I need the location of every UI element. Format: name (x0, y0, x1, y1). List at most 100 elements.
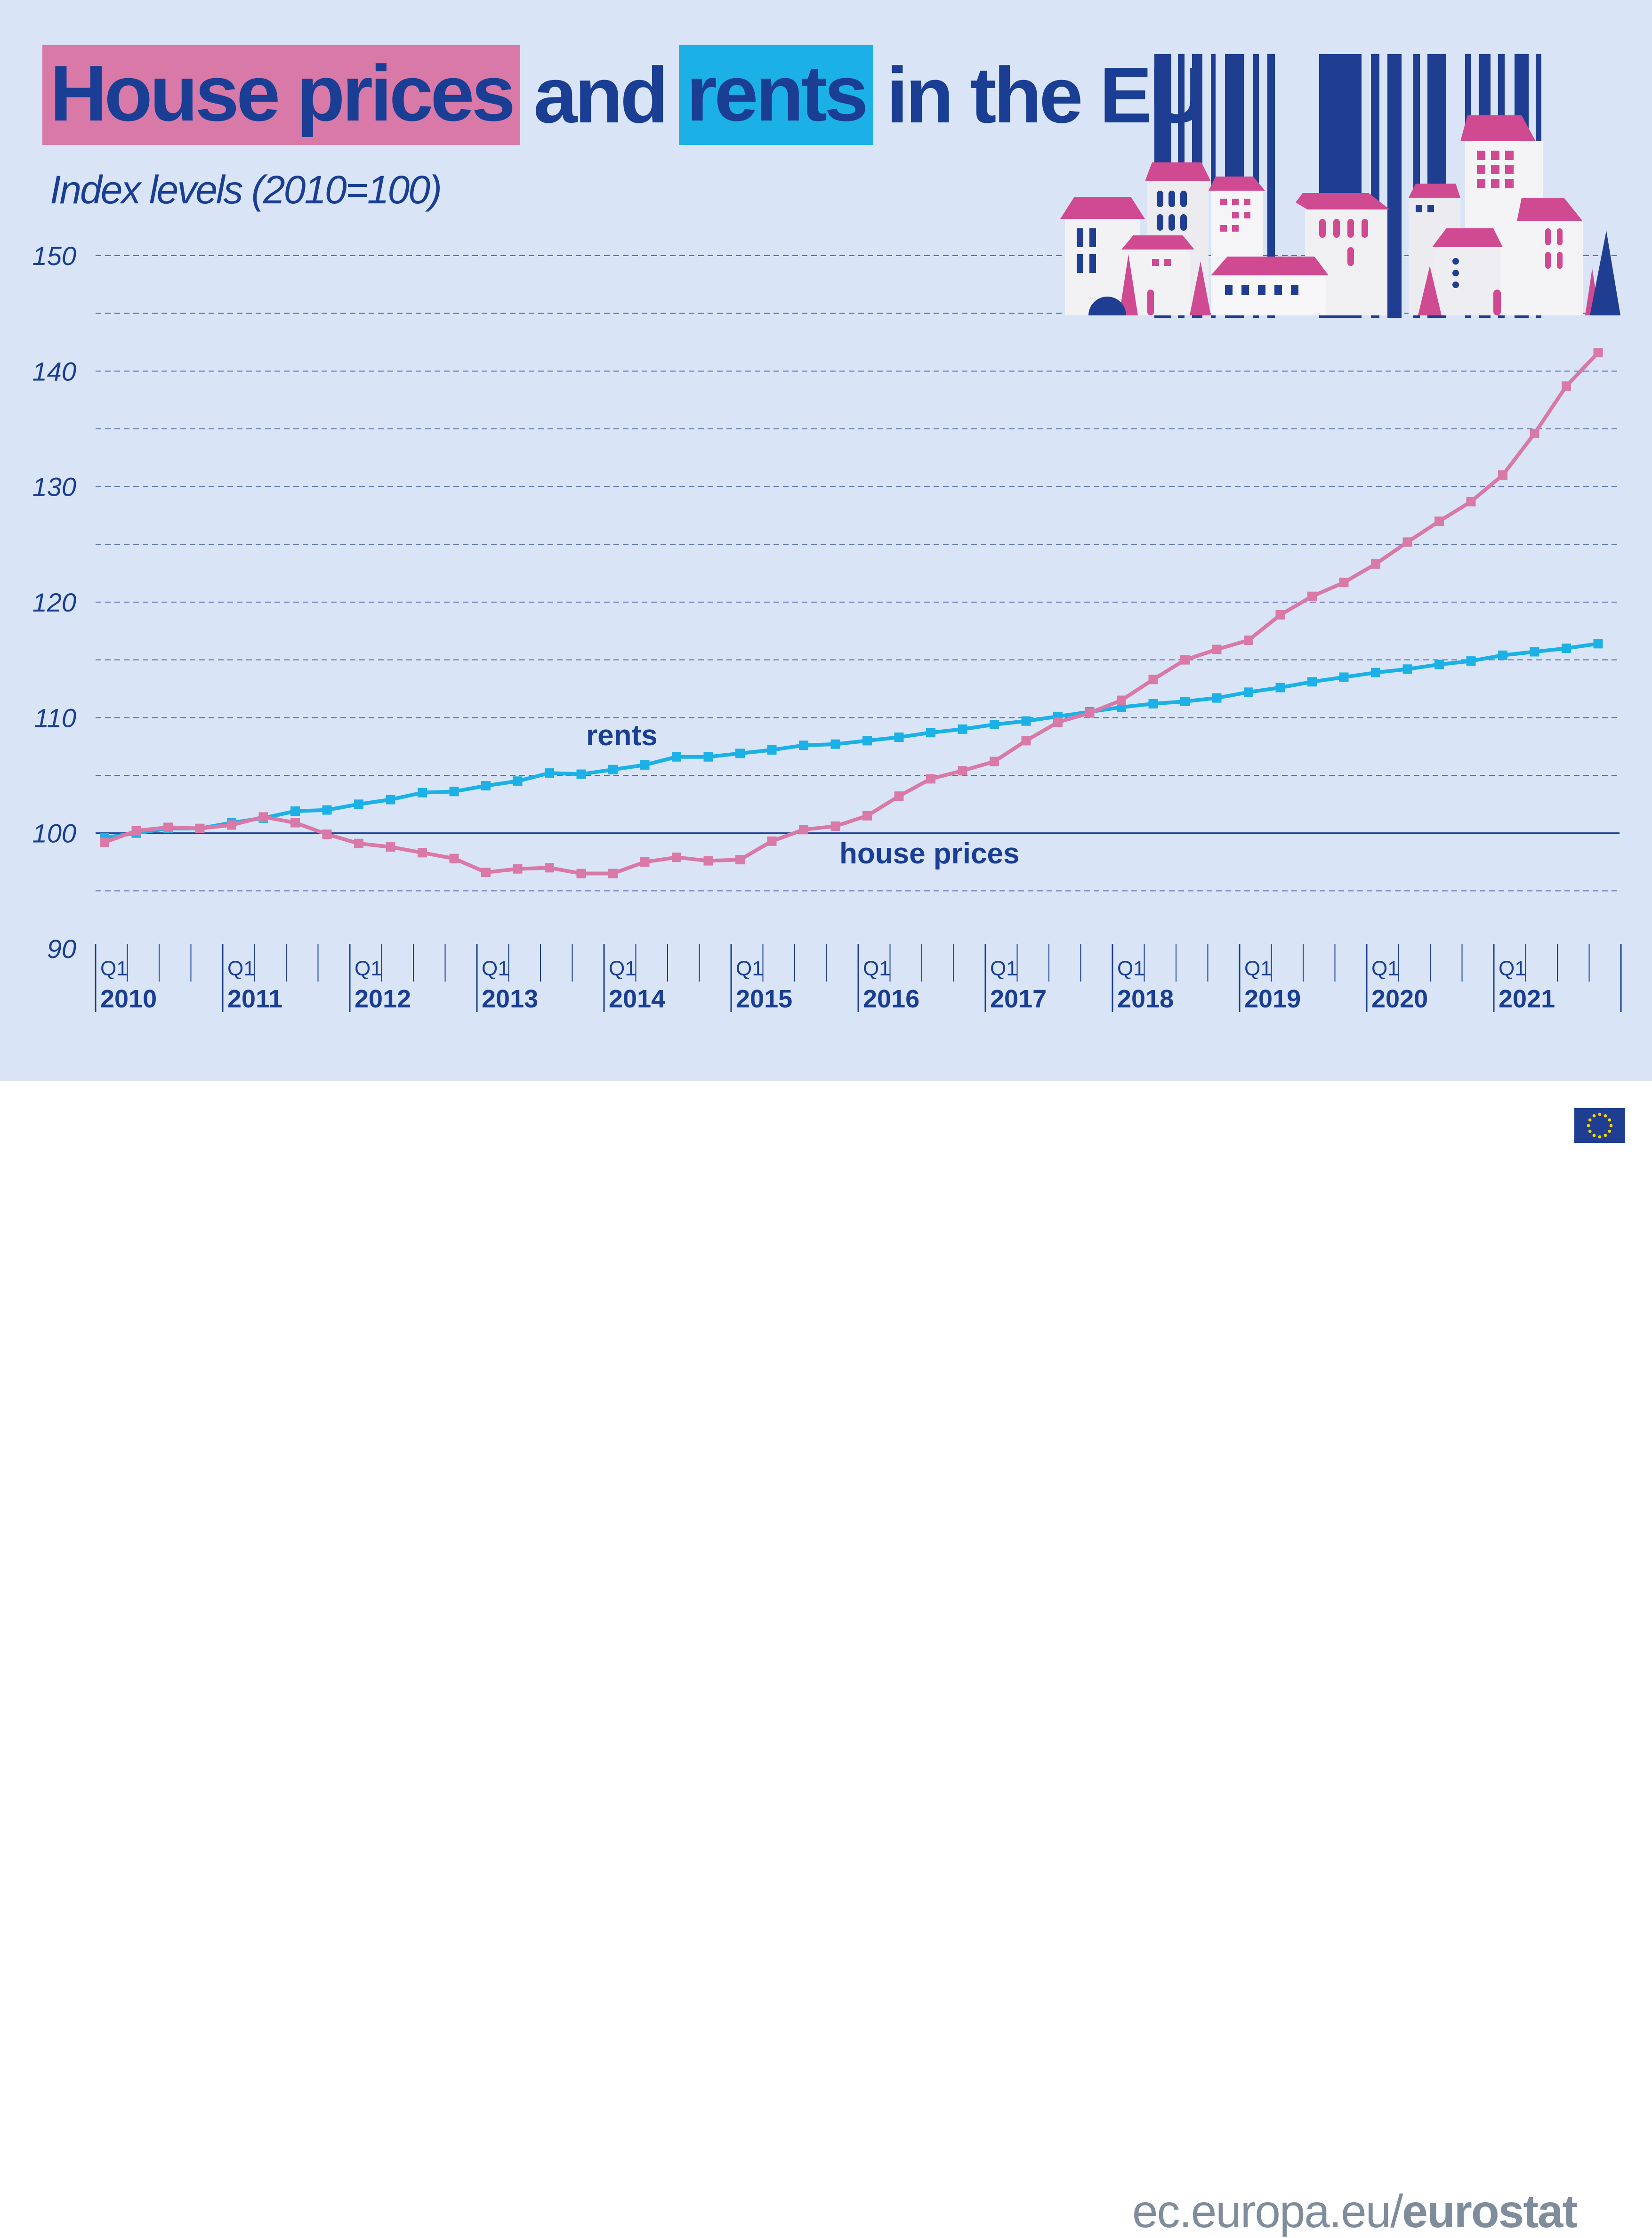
x-quarter-label: Q1 (482, 957, 509, 980)
data-point (894, 791, 904, 801)
house-icon (1517, 198, 1583, 315)
data-point (576, 869, 586, 878)
site-brand: eurostat (1402, 2185, 1578, 2237)
data-point (830, 821, 840, 831)
data-point (672, 853, 681, 862)
data-point (1053, 717, 1063, 727)
y-tick-label: 150 (32, 241, 76, 271)
data-point (1466, 497, 1476, 507)
data-point (799, 741, 808, 750)
y-tick-label: 120 (32, 588, 76, 617)
x-quarter-label: Q1 (736, 957, 764, 980)
data-point (1371, 559, 1380, 569)
title-in-the-eu: in the EU (886, 51, 1207, 139)
y-tick-label: 140 (32, 356, 76, 386)
flag-star (1608, 1118, 1612, 1122)
x-quarter-label: Q1 (863, 957, 891, 980)
x-year-label: 2011 (227, 985, 282, 1013)
data-point (418, 788, 427, 797)
data-point (1498, 650, 1507, 660)
data-point (990, 720, 999, 730)
flag-star (1598, 1112, 1602, 1116)
data-point (1180, 655, 1190, 665)
data-point (830, 739, 840, 749)
data-point (767, 836, 777, 846)
y-tick-label: 90 (47, 934, 76, 964)
data-point (926, 728, 935, 738)
data-point (1021, 736, 1031, 746)
x-quarter-label: Q1 (355, 957, 382, 980)
data-point (1339, 578, 1349, 588)
data-point (672, 752, 681, 762)
flag-star (1588, 1118, 1592, 1122)
label-house-prices: house prices (839, 837, 1019, 870)
website-link[interactable]: ec.europa.eu/eurostat (1132, 2185, 1578, 2238)
flag-star (1604, 1134, 1607, 1137)
y-tick-label: 130 (32, 472, 76, 502)
series-line (104, 351, 1600, 876)
data-point (926, 774, 935, 784)
data-point (1530, 647, 1539, 657)
series-line (104, 642, 1599, 840)
eu-flag-icon (1574, 1108, 1625, 1143)
x-quarter-label: Q1 (990, 957, 1018, 980)
house-icon (1432, 228, 1503, 315)
data-point (1466, 656, 1476, 666)
data-point (163, 822, 173, 832)
data-point (640, 857, 650, 867)
data-point (418, 848, 427, 858)
x-year-label: 2016 (863, 985, 919, 1013)
data-point (258, 812, 268, 822)
x-quarter-label: Q1 (100, 957, 128, 980)
x-quarter-label: Q1 (609, 957, 637, 980)
footer: ec.europa.eu/eurostat (0, 1081, 1652, 2237)
data-point (1498, 470, 1507, 480)
data-point (862, 811, 872, 821)
data-point (513, 776, 523, 786)
data-point (1180, 696, 1190, 706)
data-point (958, 766, 967, 776)
data-point (322, 805, 332, 815)
data-point (735, 855, 745, 865)
data-point (1593, 639, 1603, 649)
flag-star (1604, 1114, 1607, 1118)
data-point (703, 856, 713, 866)
data-point (1275, 610, 1285, 620)
data-point (1117, 695, 1126, 705)
data-point (990, 757, 999, 766)
site-prefix: ec.europa.eu/ (1132, 2185, 1403, 2237)
data-point (1530, 428, 1539, 438)
x-year-label: 2021 (1499, 985, 1555, 1013)
data-point (1085, 708, 1095, 718)
data-point (799, 825, 808, 835)
x-year-label: 2015 (736, 985, 792, 1013)
x-year-label: 2018 (1117, 985, 1174, 1013)
flag-star (1592, 1134, 1596, 1137)
data-point (131, 826, 141, 836)
tree-icon (1088, 231, 1620, 315)
title-rents: rents (678, 45, 873, 145)
x-year-label: 2012 (355, 985, 411, 1013)
data-point (545, 863, 554, 873)
chart-subtitle: Index levels (2010=100) (50, 168, 442, 212)
data-point (290, 818, 300, 828)
flag-star (1608, 1129, 1612, 1133)
data-point (608, 869, 618, 878)
data-point (1212, 644, 1222, 654)
x-year-label: 2014 (609, 985, 665, 1013)
data-point (1434, 516, 1444, 526)
flag-star (1598, 1135, 1602, 1139)
data-point (386, 842, 395, 852)
data-point (640, 760, 650, 770)
data-point (227, 820, 236, 830)
data-point (1021, 716, 1031, 726)
data-point (1371, 668, 1380, 677)
data-point (1244, 635, 1253, 645)
data-point (1275, 683, 1285, 692)
data-point (513, 864, 523, 874)
annotations: rents house prices (586, 719, 1019, 870)
page-title: House prices and rents in the EU (42, 41, 1207, 149)
data-point (354, 799, 363, 809)
